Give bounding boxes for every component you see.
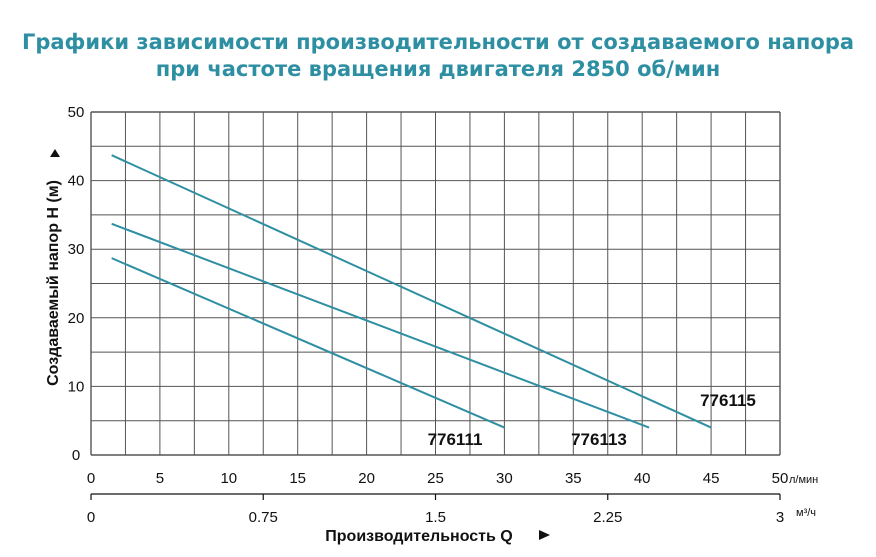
y-tick-label: 40 [68, 173, 85, 190]
x2-tick-label: 2.25 [593, 509, 622, 526]
y-tick-label: 20 [68, 310, 85, 327]
x-unit-label: л/мин [789, 474, 818, 486]
y-tick-label: 30 [68, 241, 85, 258]
series-label-776115: 776115 [700, 391, 756, 410]
x2-tick-label: 1.5 [425, 509, 446, 526]
series-label-776113: 776113 [571, 430, 627, 449]
chart-title-line1: Графики зависимости производительности о… [21, 30, 855, 54]
x-tick-label: 45 [703, 470, 720, 487]
x2-tick-label: 3 [776, 509, 784, 526]
y-tick-label: 50 [68, 104, 85, 121]
x-tick-label: 15 [289, 470, 306, 487]
x-tick-label: 40 [634, 470, 651, 487]
x-tick-label: 50 [772, 470, 789, 487]
series-line-776113 [111, 222, 650, 429]
x-tick-label: 30 [496, 470, 513, 487]
chart-title-line2: при частоте вращения двигателя 2850 об/м… [155, 57, 721, 81]
x-tick-label: 10 [220, 470, 237, 487]
x2-unit-label: м³/ч [796, 507, 816, 519]
y-axis-label: Создаваемый напор H (м) [45, 180, 62, 386]
x2-tick-label: 0.75 [249, 509, 278, 526]
chart-title: Графики зависимости производительности о… [0, 29, 876, 83]
x-tick-label: 5 [156, 470, 164, 487]
x-tick-label: 25 [427, 470, 444, 487]
y-tick-label: 10 [68, 378, 85, 395]
y-tick-label: 0 [72, 447, 80, 464]
x-tick-label: 0 [87, 470, 95, 487]
series-line-776115 [111, 154, 712, 429]
x-axis-arrow-icon [539, 530, 550, 540]
series-label-776111: 776111 [428, 430, 483, 449]
chart-grid [90, 111, 781, 456]
y-axis-arrow-icon [50, 149, 60, 157]
x2-tick-label: 0 [87, 509, 95, 526]
x-tick-label: 35 [565, 470, 582, 487]
x-axis-label: Производительность Q [325, 528, 512, 545]
chart-ticks: 0 10 20 30 40 50 0 5 10 15 20 25 30 35 40 45 50 0 0.75 1.5 2… [68, 104, 789, 526]
chart-labels: Создаваемый напор H (м) Производительнос… [45, 149, 818, 545]
series-line-776111 [111, 257, 505, 429]
chart-curves: 776111 776113 776115 [111, 154, 756, 449]
x-tick-label: 20 [358, 470, 375, 487]
